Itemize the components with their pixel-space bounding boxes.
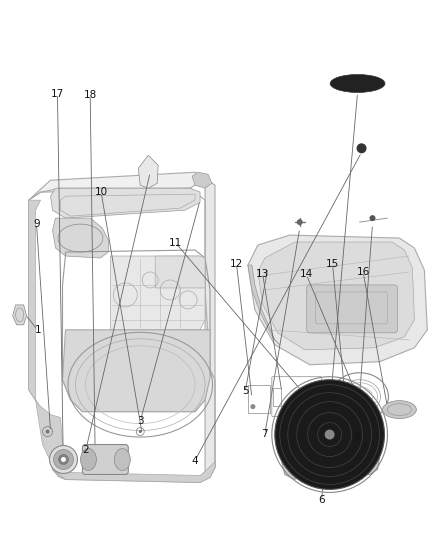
- Text: 13: 13: [256, 270, 269, 279]
- Text: 6: 6: [318, 495, 325, 505]
- Text: 7: 7: [261, 429, 268, 439]
- Text: 5: 5: [242, 386, 248, 397]
- Circle shape: [325, 430, 335, 440]
- Text: 15: 15: [326, 259, 339, 269]
- Polygon shape: [192, 172, 212, 188]
- Polygon shape: [50, 457, 215, 482]
- Text: 12: 12: [230, 259, 243, 269]
- Text: 10: 10: [95, 187, 108, 197]
- Circle shape: [46, 430, 49, 433]
- Polygon shape: [205, 178, 215, 478]
- Circle shape: [139, 430, 142, 433]
- Circle shape: [61, 457, 66, 462]
- Polygon shape: [248, 265, 280, 345]
- Text: 16: 16: [357, 267, 370, 277]
- Polygon shape: [63, 330, 210, 411]
- Circle shape: [370, 215, 375, 221]
- Text: 14: 14: [300, 270, 313, 279]
- Text: 18: 18: [84, 90, 97, 100]
- Circle shape: [251, 404, 255, 409]
- Polygon shape: [138, 155, 158, 188]
- Text: 2: 2: [82, 445, 89, 455]
- Polygon shape: [28, 172, 205, 200]
- Circle shape: [49, 446, 78, 473]
- Circle shape: [59, 455, 68, 464]
- Polygon shape: [50, 188, 200, 218]
- Ellipse shape: [330, 75, 385, 92]
- Circle shape: [357, 143, 367, 154]
- FancyBboxPatch shape: [82, 445, 128, 474]
- Text: 8: 8: [353, 432, 360, 442]
- Polygon shape: [13, 305, 27, 325]
- Ellipse shape: [382, 401, 417, 418]
- Circle shape: [53, 449, 74, 470]
- Circle shape: [275, 379, 385, 489]
- Circle shape: [297, 219, 303, 225]
- Polygon shape: [28, 200, 66, 480]
- Polygon shape: [258, 242, 414, 350]
- Polygon shape: [53, 218, 108, 258]
- Ellipse shape: [81, 449, 96, 471]
- Ellipse shape: [114, 449, 130, 471]
- Text: 1: 1: [35, 325, 41, 335]
- Polygon shape: [110, 256, 205, 330]
- Text: 17: 17: [51, 88, 64, 99]
- Polygon shape: [155, 256, 205, 288]
- Text: 11: 11: [169, 238, 182, 247]
- FancyBboxPatch shape: [307, 285, 397, 333]
- Text: 3: 3: [137, 416, 144, 426]
- Text: 9: 9: [33, 219, 40, 229]
- Text: 4: 4: [192, 456, 198, 465]
- Circle shape: [346, 418, 349, 421]
- Polygon shape: [282, 440, 379, 480]
- Polygon shape: [248, 235, 427, 365]
